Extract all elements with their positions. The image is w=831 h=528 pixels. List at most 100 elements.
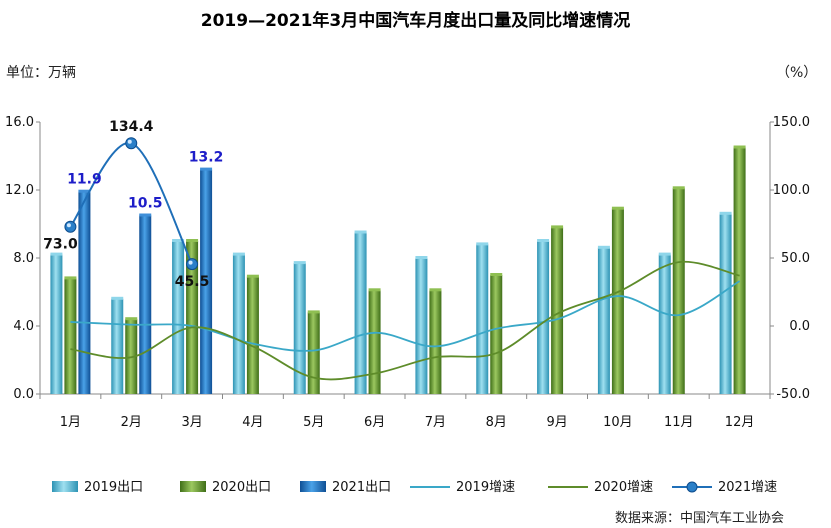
bar-top-2019出口 [111, 296, 124, 300]
bar-2020出口 [429, 290, 442, 394]
left-y-tick-label: 8.0 [13, 251, 34, 266]
legend-swatch-2019出口 [52, 481, 78, 492]
bar-top-2019出口 [354, 230, 367, 234]
bar-2020出口 [551, 227, 564, 394]
bar-top-2020出口 [611, 206, 624, 210]
x-tick-label: 2月 [121, 415, 142, 430]
bar-2020出口 [246, 276, 259, 394]
right-axis-unit-label: （%） [776, 65, 818, 81]
source-note: 数据来源：中国汽车工业协会 [615, 511, 785, 526]
legend-swatch-2021出口 [300, 481, 326, 492]
bar-top-2020出口 [368, 288, 381, 292]
data-label-2021增速: 73.0 [43, 237, 78, 253]
x-tick-label: 6月 [364, 415, 385, 430]
right-y-tick-label: 50.0 [781, 251, 810, 266]
data-label-2021出口: 13.2 [189, 150, 224, 166]
marker-highlight-2021增速 [66, 223, 71, 228]
x-tick-label: 11月 [664, 415, 694, 430]
data-label-2021出口: 10.5 [128, 196, 163, 212]
bar-2019出口 [172, 241, 185, 394]
bar-2021出口 [139, 215, 152, 394]
bar-top-2020出口 [733, 145, 746, 149]
x-tick-label: 9月 [546, 415, 567, 430]
bar-2020出口 [490, 275, 503, 394]
right-y-tick-label: 100.0 [773, 183, 810, 198]
legend-swatch-2020出口 [180, 481, 206, 492]
bar-2019出口 [658, 254, 671, 394]
legend-label-2019出口: 2019出口 [84, 480, 143, 495]
left-y-tick-label: 12.0 [5, 183, 34, 198]
bar-top-2019出口 [232, 252, 245, 256]
x-tick-label: 4月 [242, 415, 263, 430]
bar-2021出口 [78, 191, 91, 394]
left-y-tick-label: 16.0 [5, 115, 34, 130]
left-y-tick-label: 4.0 [13, 319, 34, 334]
bar-top-2019出口 [658, 252, 671, 256]
bar-top-2021出口 [139, 213, 152, 217]
legend-label-2020出口: 2020出口 [212, 480, 271, 495]
bar-2019出口 [232, 254, 245, 394]
bar-2020出口 [64, 278, 77, 394]
bar-top-2019出口 [293, 261, 306, 265]
bar-top-2019出口 [597, 245, 610, 249]
bar-2020出口 [611, 208, 624, 394]
line-2020增速 [70, 260, 740, 381]
bar-top-2019出口 [50, 252, 63, 256]
legend-label-2019增速: 2019增速 [456, 480, 515, 495]
bar-2020出口 [672, 188, 685, 394]
bar-top-2020出口 [307, 310, 320, 314]
x-tick-label: 8月 [486, 415, 507, 430]
bar-2021出口 [200, 169, 213, 394]
bar-top-2020出口 [551, 225, 564, 229]
left-axis-unit-label: 单位：万辆 [6, 65, 76, 81]
bar-2020出口 [307, 312, 320, 394]
x-tick-label: 7月 [425, 415, 446, 430]
bar-top-2020出口 [125, 317, 138, 321]
bar-2019出口 [50, 254, 63, 394]
chart-title: 2019—2021年3月中国汽车月度出口量及同比增速情况 [200, 11, 631, 31]
bar-2019出口 [111, 298, 124, 394]
bar-2019出口 [354, 232, 367, 394]
bar-2019出口 [719, 213, 732, 394]
x-tick-label: 3月 [181, 415, 202, 430]
legend-marker-2021增速 [686, 481, 698, 493]
bar-2019出口 [415, 258, 428, 394]
bar-top-2021出口 [200, 167, 213, 171]
bar-top-2021出口 [78, 189, 91, 193]
bar-top-2020出口 [186, 239, 199, 242]
marker-2021增速 [186, 258, 199, 271]
data-label-2021增速: 134.4 [109, 119, 154, 135]
right-y-tick-label: -50.0 [776, 387, 810, 402]
right-y-tick-label: 150.0 [773, 115, 810, 130]
marker-2021增速 [125, 137, 138, 150]
marker-highlight-2021增速 [188, 260, 193, 265]
bar-2020出口 [186, 241, 199, 394]
data-label-2021增速: 45.5 [175, 274, 210, 290]
data-label-2021出口: 11.9 [67, 172, 102, 188]
legend-label-2020增速: 2020增速 [594, 480, 653, 495]
bar-top-2020出口 [672, 186, 685, 190]
x-tick-label: 10月 [603, 415, 633, 430]
bar-top-2019出口 [719, 211, 732, 215]
bar-top-2020出口 [429, 288, 442, 292]
x-tick-label: 5月 [303, 415, 324, 430]
left-y-tick-label: 0.0 [13, 387, 34, 402]
bar-top-2019出口 [415, 256, 428, 259]
marker-2021增速 [64, 220, 77, 233]
bar-2019出口 [293, 263, 306, 394]
bar-top-2020出口 [64, 276, 77, 280]
bar-top-2019出口 [172, 239, 185, 242]
bar-2019出口 [537, 241, 550, 394]
legend-label-2021增速: 2021增速 [718, 480, 777, 495]
line-2019增速 [70, 280, 741, 352]
bar-2019出口 [476, 244, 489, 394]
bar-top-2020出口 [490, 273, 503, 276]
right-y-tick-label: 0.0 [789, 319, 810, 334]
bar-top-2020出口 [246, 274, 259, 278]
bar-2020出口 [733, 147, 746, 394]
x-tick-label: 12月 [725, 415, 755, 430]
legend-label-2021出口: 2021出口 [332, 480, 391, 495]
bar-top-2019出口 [476, 242, 489, 246]
